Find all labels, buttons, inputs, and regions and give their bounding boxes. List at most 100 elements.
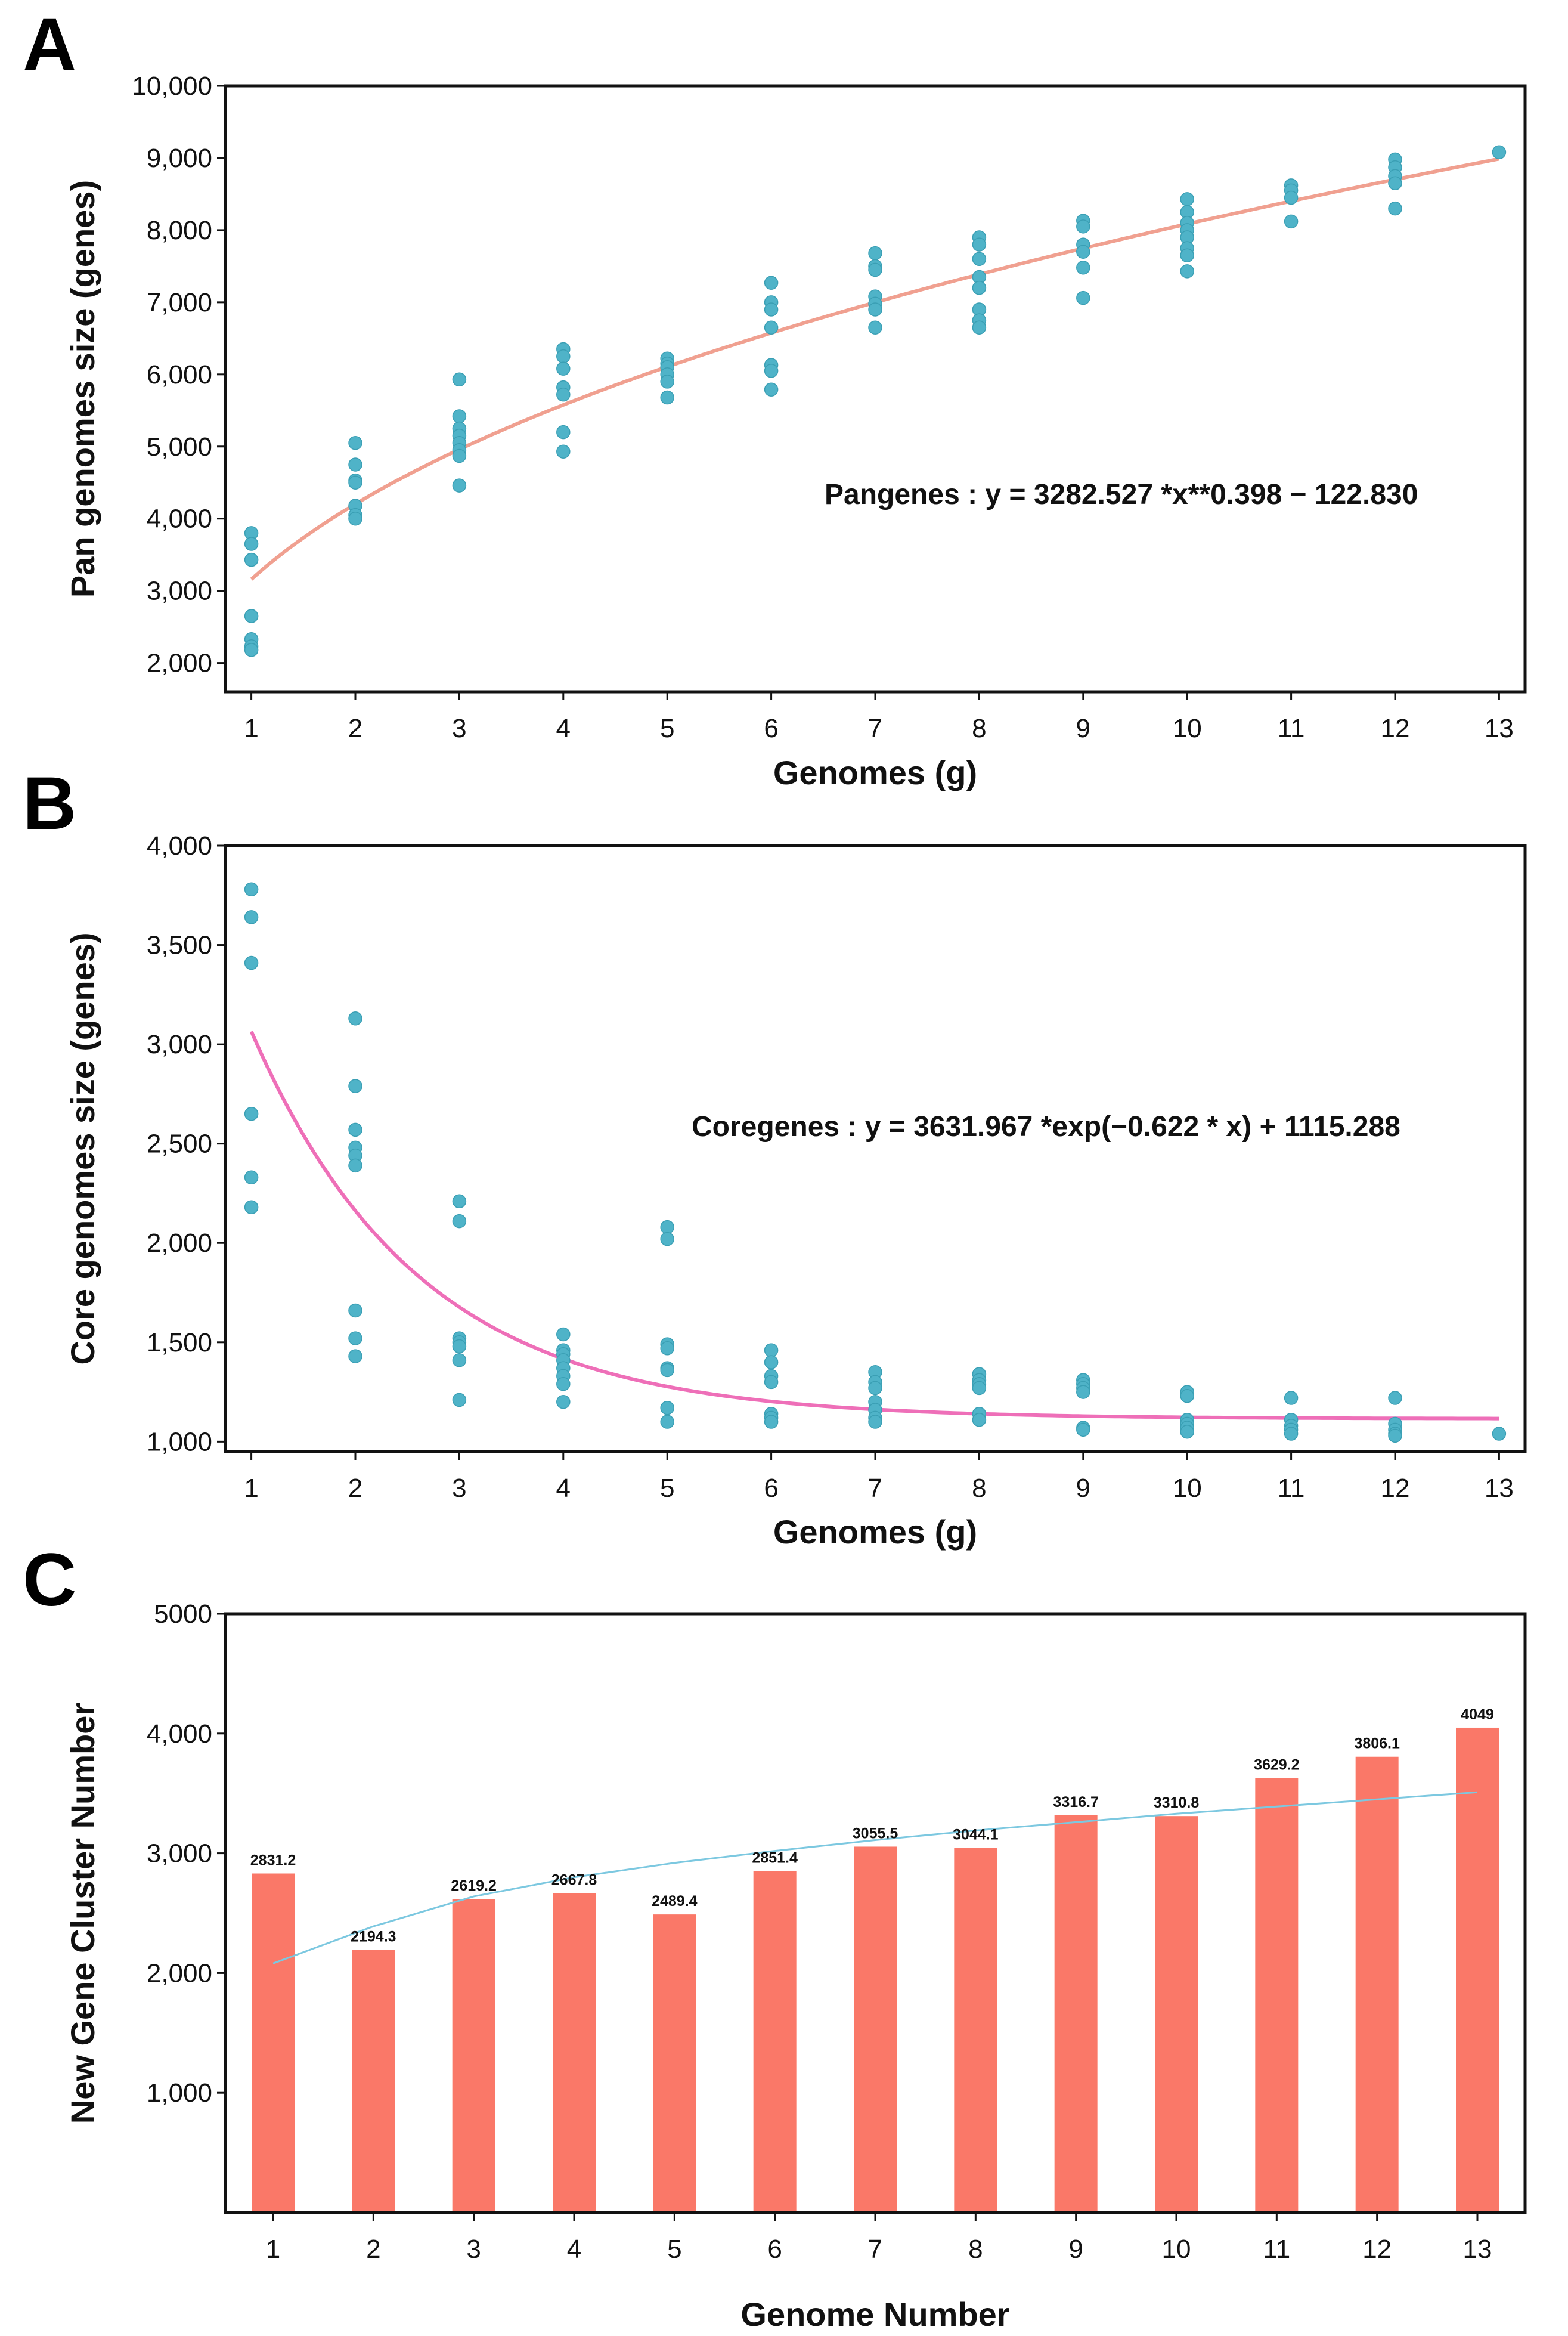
data-point bbox=[1180, 248, 1194, 262]
bar bbox=[653, 1914, 696, 2213]
data-point bbox=[452, 448, 467, 463]
data-point bbox=[1076, 1385, 1090, 1399]
data-point bbox=[348, 435, 362, 450]
y-tick-label: 4,000 bbox=[147, 1719, 212, 1749]
data-point bbox=[1492, 1427, 1507, 1441]
fit-equation: Coregenes : y = 3631.967 *exp(−0.622 * x… bbox=[692, 1111, 1400, 1143]
data-point bbox=[556, 387, 571, 402]
y-tick-label: 8,000 bbox=[147, 216, 212, 245]
data-point bbox=[1076, 261, 1090, 275]
bar-value-label: 2667.8 bbox=[551, 1871, 597, 1888]
bar bbox=[1155, 1816, 1198, 2213]
data-point bbox=[556, 425, 571, 440]
data-point bbox=[244, 955, 259, 970]
data-point bbox=[868, 1415, 882, 1429]
y-tick-label: 5000 bbox=[154, 1599, 212, 1629]
y-tick-label: 2,500 bbox=[147, 1130, 212, 1159]
data-point bbox=[244, 643, 259, 657]
y-tick-label: 2,000 bbox=[147, 1229, 212, 1258]
data-point bbox=[348, 457, 362, 472]
data-point bbox=[660, 1220, 674, 1234]
y-axis-title: New Gene Cluster Number bbox=[64, 1703, 101, 2124]
data-point bbox=[1076, 245, 1090, 259]
x-tick-label: 6 bbox=[764, 1474, 778, 1503]
x-tick-label: 11 bbox=[1278, 1474, 1305, 1503]
bar-value-label: 3629.2 bbox=[1254, 1756, 1299, 1773]
bar-value-label: 2489.4 bbox=[652, 1893, 698, 1910]
data-point bbox=[660, 375, 674, 389]
plot-frame bbox=[224, 844, 1527, 1453]
x-tick-label: 7 bbox=[868, 714, 882, 743]
data-point bbox=[244, 552, 259, 567]
bar bbox=[252, 1873, 295, 2213]
data-point bbox=[1076, 290, 1090, 305]
data-point bbox=[868, 1381, 882, 1396]
data-point bbox=[348, 511, 362, 526]
data-point bbox=[1180, 264, 1194, 279]
plot-frame bbox=[224, 1612, 1527, 2214]
fit-curve bbox=[250, 157, 1499, 581]
data-point bbox=[244, 537, 259, 551]
data-point bbox=[244, 910, 259, 924]
x-tick-label: 6 bbox=[767, 2235, 782, 2264]
data-point bbox=[1492, 145, 1507, 160]
data-point bbox=[764, 302, 779, 317]
data-point bbox=[868, 302, 882, 317]
bar bbox=[954, 1848, 997, 2213]
data-point bbox=[556, 1327, 571, 1342]
data-point bbox=[1284, 1427, 1299, 1441]
x-tick-label: 11 bbox=[1263, 2235, 1290, 2264]
x-tick-label: 11 bbox=[1278, 714, 1305, 743]
data-point bbox=[972, 1381, 987, 1396]
bar-value-label: 2831.2 bbox=[250, 1852, 296, 1868]
data-point bbox=[452, 409, 467, 423]
x-tick-label: 3 bbox=[452, 1474, 466, 1503]
x-tick-label: 1 bbox=[244, 1474, 258, 1503]
bar bbox=[1255, 1778, 1299, 2213]
panel-letter: C bbox=[23, 1539, 76, 1622]
bar bbox=[1355, 1756, 1399, 2213]
bar bbox=[1054, 1815, 1098, 2213]
x-tick-label: 2 bbox=[348, 1474, 362, 1503]
data-point bbox=[348, 1011, 362, 1026]
data-point bbox=[1076, 1422, 1090, 1437]
data-point bbox=[764, 1343, 779, 1357]
bar-value-label: 3316.7 bbox=[1053, 1794, 1098, 1811]
data-point bbox=[348, 1158, 362, 1173]
bar-value-label: 2619.2 bbox=[451, 1877, 496, 1894]
x-tick-label: 13 bbox=[1463, 2235, 1492, 2264]
data-point bbox=[348, 1079, 362, 1093]
x-tick-label: 10 bbox=[1162, 2235, 1191, 2264]
x-tick-label: 13 bbox=[1485, 1474, 1514, 1503]
bar-value-label: 2851.4 bbox=[752, 1849, 798, 1866]
panel-A: A 2,000 3,000 4,000 5,000 6,000 7,000 8,000 9,00… bbox=[23, 4, 1527, 791]
data-point bbox=[972, 320, 987, 335]
fit-curve bbox=[249, 1031, 1499, 1421]
data-point bbox=[1388, 201, 1402, 216]
data-point bbox=[764, 320, 779, 335]
bar-value-label: 2194.3 bbox=[351, 1928, 396, 1945]
data-point bbox=[348, 1331, 362, 1345]
data-point bbox=[764, 276, 779, 290]
x-tick-label: 9 bbox=[1076, 714, 1090, 743]
data-point bbox=[556, 349, 571, 364]
y-tick-label: 3,500 bbox=[147, 931, 212, 960]
plot-frame bbox=[224, 84, 1527, 694]
bar bbox=[854, 1846, 897, 2213]
y-axis-title: Core genomes size (genes) bbox=[64, 932, 101, 1365]
x-tick-label: 9 bbox=[1068, 2235, 1083, 2264]
y-tick-label: 4,000 bbox=[147, 831, 212, 861]
x-tick-label: 12 bbox=[1381, 1474, 1410, 1503]
x-tick-label: 2 bbox=[348, 714, 362, 743]
bar-value-label: 3310.8 bbox=[1154, 1794, 1200, 1811]
data-point bbox=[660, 1341, 674, 1356]
x-tick-label: 4 bbox=[556, 1474, 571, 1503]
fit-equation: Pangenes : y = 3282.527 *x**0.398 − 122.… bbox=[825, 479, 1418, 510]
data-point bbox=[1388, 176, 1402, 191]
x-tick-label: 8 bbox=[972, 1474, 986, 1503]
x-tick-label: 10 bbox=[1173, 1474, 1202, 1503]
y-tick-label: 3,000 bbox=[147, 577, 212, 606]
